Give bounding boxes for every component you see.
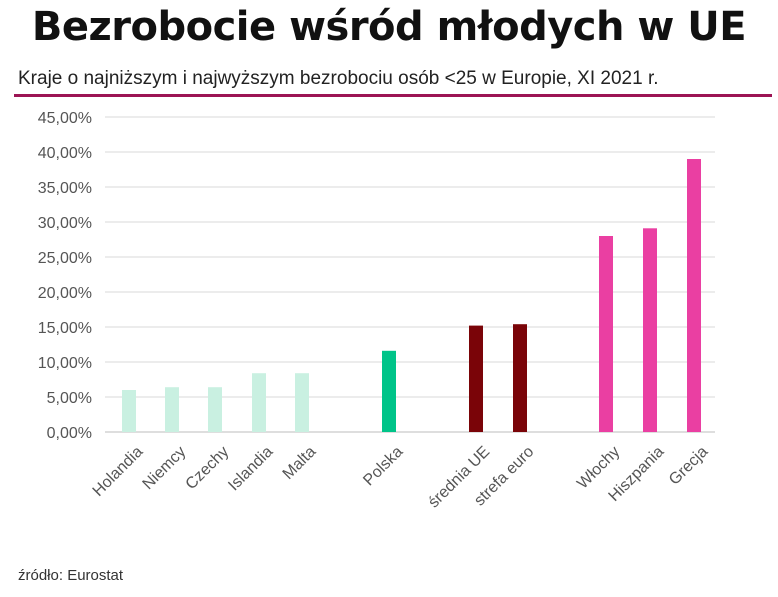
x-tick-label: Polska	[360, 443, 406, 489]
x-tick-label: Niemcy	[140, 443, 190, 493]
y-tick-label: 45,00%	[38, 110, 92, 127]
bar	[599, 236, 613, 432]
x-tick-label: Islandia	[225, 443, 276, 494]
bar	[295, 373, 309, 432]
chart-subtitle: Kraje o najniższym i najwyższym bezroboc…	[18, 68, 659, 89]
bar	[165, 387, 179, 432]
bar	[382, 350, 396, 432]
x-tick-label: Holandia	[90, 443, 147, 500]
x-tick-label: Grecja	[666, 443, 711, 488]
y-tick-label: 5,00%	[47, 390, 92, 407]
y-tick-label: 20,00%	[38, 285, 92, 302]
y-tick-label: 35,00%	[38, 180, 92, 197]
bar	[122, 390, 136, 432]
y-tick-label: 0,00%	[47, 425, 92, 442]
bar	[513, 324, 527, 432]
bar	[643, 228, 657, 432]
source-note: źródło: Eurostat	[18, 567, 124, 584]
x-tick-label: Malta	[280, 443, 320, 483]
y-tick-label: 40,00%	[38, 145, 92, 162]
bar	[469, 325, 483, 432]
y-tick-label: 25,00%	[38, 250, 92, 267]
bar	[208, 387, 222, 432]
x-tick-label: Czechy	[183, 443, 233, 493]
bar	[252, 373, 266, 432]
y-tick-label: 30,00%	[38, 215, 92, 232]
chart-title: Bezrobocie wśród młodych w UE	[31, 4, 747, 50]
title-divider	[14, 94, 772, 97]
y-tick-label: 10,00%	[38, 355, 92, 372]
bar	[687, 159, 701, 432]
bar-chart: 0,00% 5,00% 10,00% 15,00% 20,00% 25,00% 30,00%…	[38, 110, 715, 511]
y-tick-label: 15,00%	[38, 320, 92, 337]
